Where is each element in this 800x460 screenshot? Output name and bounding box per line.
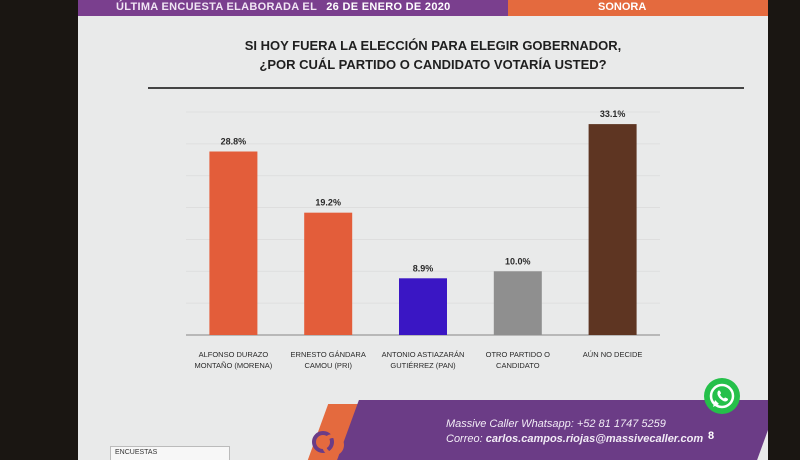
- header-region: SONORA: [598, 1, 647, 13]
- footer-whatsapp: Massive Caller Whatsapp: +52 81 1747 525…: [446, 418, 666, 430]
- category-label: ANTONIO ASTIAZARÁN: [382, 350, 465, 359]
- category-label: GUTIÉRREZ (PAN): [390, 361, 456, 370]
- header-bar: ÚLTIMA ENCUESTA ELABORADA EL 26 DE ENERO…: [78, 0, 768, 16]
- category-label: AÚN NO DECIDE: [583, 350, 643, 359]
- title-line-1: SI HOY FUERA LA ELECCIÓN PARA ELEGIR GOB…: [244, 38, 622, 53]
- header-right: SONORA: [508, 0, 768, 16]
- data-label: 8.9%: [413, 263, 434, 273]
- header-left-text: ÚLTIMA ENCUESTA ELABORADA EL: [116, 1, 317, 13]
- footer-email: Correo: carlos.campos.riojas@massivecall…: [446, 433, 703, 445]
- page-number: 8: [708, 430, 715, 442]
- chart-title: SI HOY FUERA LA ELECCIÓN PARA ELEGIR GOB…: [178, 36, 688, 74]
- title-divider: [148, 87, 744, 89]
- footer-email-label: Correo:: [446, 433, 483, 445]
- bar: [588, 124, 637, 335]
- category-label: ERNESTO GÁNDARA: [291, 350, 366, 359]
- category-label: OTRO PARTIDO O: [486, 350, 550, 359]
- category-label: CAMOU (PRI): [304, 361, 352, 370]
- footer-email-address: carlos.campos.riojas@massivecaller.com: [485, 433, 704, 445]
- category-label: ALFONSO DURAZO: [199, 350, 269, 359]
- data-label: 33.1%: [600, 109, 626, 119]
- category-label: CANDIDATO: [496, 361, 540, 370]
- whatsapp-icon[interactable]: [704, 378, 740, 414]
- data-label: 28.8%: [221, 137, 247, 147]
- bar: [304, 212, 353, 335]
- slide: ÚLTIMA ENCUESTA ELABORADA EL 26 DE ENERO…: [78, 0, 768, 460]
- bar-chart: 28.8% ALFONSO DURAZO MONTAÑO (MORENA) 19.2%…: [186, 109, 660, 370]
- data-label: 19.2%: [315, 198, 341, 208]
- footer-whatsapp-number: +52 81 1747 5259: [576, 418, 666, 430]
- title-line-2: ¿POR CUÁL PARTIDO O CANDIDATO VOTARÍA US…: [259, 57, 607, 72]
- footer-whatsapp-label: Massive Caller Whatsapp:: [446, 418, 574, 430]
- header-date: 26 DE ENERO DE 2020: [326, 1, 451, 13]
- bar: [209, 151, 258, 335]
- header-left: ÚLTIMA ENCUESTA ELABORADA EL 26 DE ENERO…: [116, 1, 451, 13]
- bar: [493, 271, 542, 335]
- data-label: 10.0%: [505, 256, 531, 266]
- encuestas-box: ENCUESTAS: [110, 446, 230, 460]
- category-label: MONTAÑO (MORENA): [195, 361, 273, 370]
- bar: [399, 278, 447, 335]
- massive-caller-logo-icon: [312, 431, 344, 456]
